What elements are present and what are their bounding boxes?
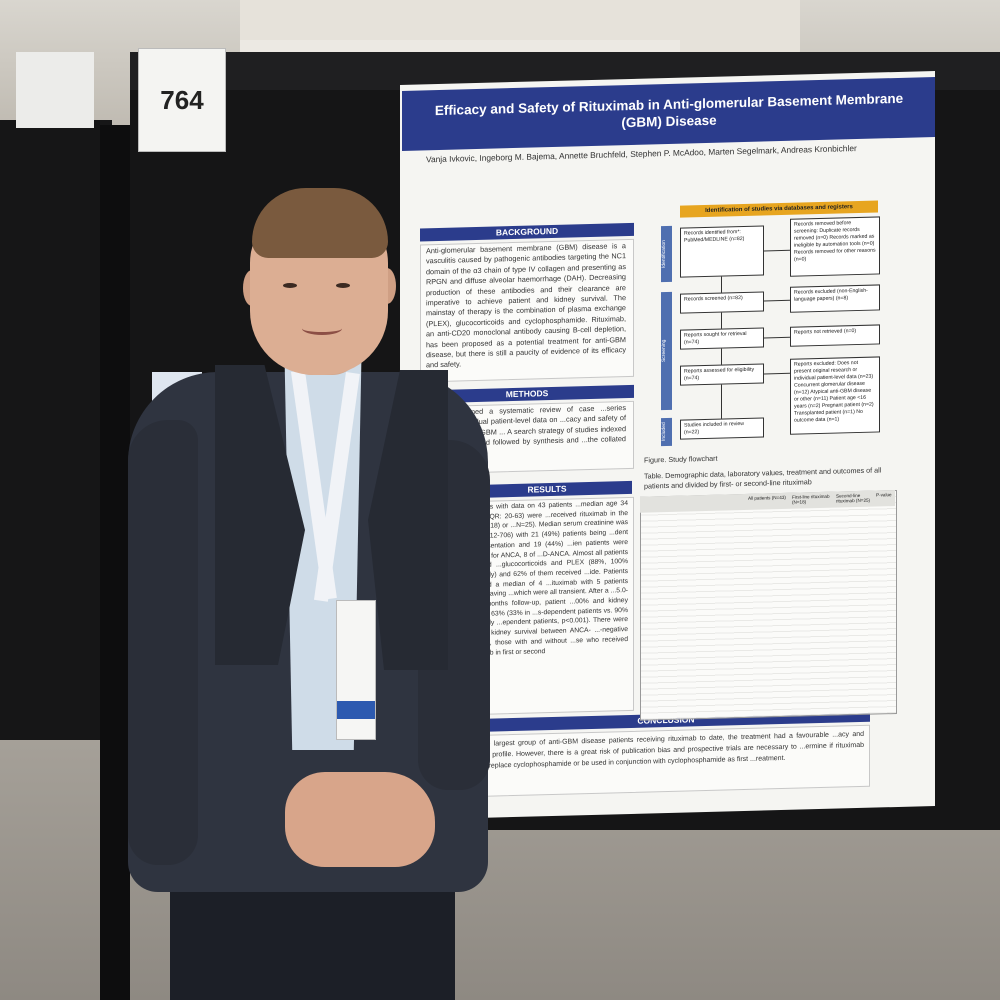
- board-post: [100, 125, 130, 1000]
- name-badge-band: [337, 701, 375, 719]
- smile: [302, 322, 342, 335]
- name-badge: [336, 600, 376, 740]
- hair: [252, 188, 388, 258]
- right-eye: [336, 283, 350, 288]
- clasped-hands: [285, 772, 435, 867]
- booth-number-sign: 764: [138, 48, 226, 152]
- adjacent-booth-sign: [16, 52, 94, 128]
- jacket-left-sleeve: [128, 420, 198, 865]
- booth-number: 764: [160, 84, 204, 115]
- adjacent-poster-board: [0, 120, 112, 740]
- left-eye: [283, 283, 297, 288]
